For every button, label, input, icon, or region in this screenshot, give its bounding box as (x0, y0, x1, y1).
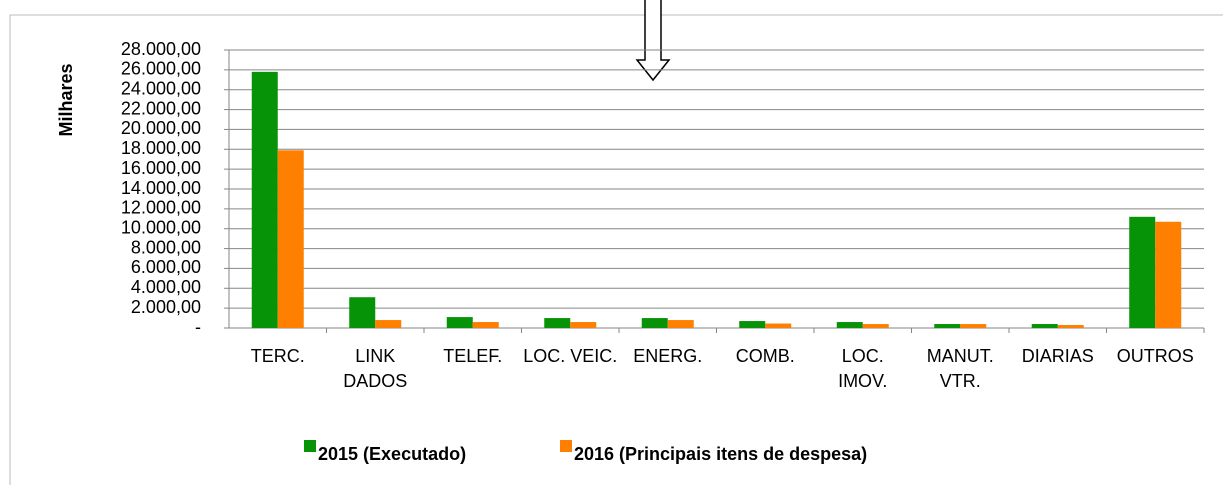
bar (934, 324, 961, 328)
chart-frame (9, 14, 1223, 485)
bar (1129, 216, 1156, 328)
x-tick-label: ENERG. (633, 346, 703, 366)
x-tick-label: OUTROS (1116, 346, 1194, 366)
bar (1155, 221, 1182, 328)
y-tick-label: 4.000,00 (131, 277, 201, 297)
bar (277, 150, 304, 328)
arrow (635, 0, 671, 82)
y-tick-label: - (195, 317, 201, 337)
bar (446, 317, 473, 328)
bar (739, 321, 766, 328)
x-tick-label: COMB. (735, 346, 795, 366)
bar (1057, 325, 1084, 328)
bar (836, 322, 863, 328)
legend-swatch (304, 440, 316, 452)
x-tick-label: TERC. (250, 346, 305, 366)
y-tick-label: 6.000,00 (131, 257, 201, 277)
bar (472, 322, 499, 328)
bar (641, 318, 668, 328)
x-tick-label: DIARIAS (1021, 346, 1094, 366)
bar (570, 322, 597, 328)
x-tick-label: TELEF. (443, 346, 503, 366)
x-tick-label: LINK DADOS (343, 346, 408, 391)
bar (349, 297, 376, 328)
bar (1031, 324, 1058, 328)
bar (251, 71, 278, 328)
y-tick-label: 28.000,00 (121, 39, 201, 59)
x-tick-label: MANUT. VTR. (926, 346, 994, 391)
bar (765, 323, 792, 328)
y-tick-label: 18.000,00 (121, 138, 201, 158)
bar (667, 320, 694, 328)
bar (960, 324, 987, 328)
y-axis-label: Milhares (56, 63, 76, 136)
y-tick-label: 12.000,00 (121, 198, 201, 218)
x-tick-label: LOC. IMOV. (838, 346, 888, 391)
bar (544, 318, 571, 328)
y-tick-label: 26.000,00 (121, 59, 201, 79)
y-tick-label: 2.000,00 (131, 297, 201, 317)
bar (375, 320, 402, 328)
y-tick-label: 20.000,00 (121, 118, 201, 138)
y-tick-label: 10.000,00 (121, 217, 201, 237)
legend-label: 2016 (Principais itens de despesa) (574, 444, 867, 464)
y-tick-label: 8.000,00 (131, 237, 201, 257)
legend-swatch (560, 440, 572, 452)
x-tick-label: LOC. VEIC. (523, 346, 618, 366)
legend-label: 2015 (Executado) (318, 444, 466, 464)
y-tick-label: 24.000,00 (121, 78, 201, 98)
y-tick-label: 22.000,00 (121, 98, 201, 118)
bar (862, 324, 889, 328)
y-tick-label: 16.000,00 (121, 158, 201, 178)
y-tick-label: 14.000,00 (121, 178, 201, 198)
